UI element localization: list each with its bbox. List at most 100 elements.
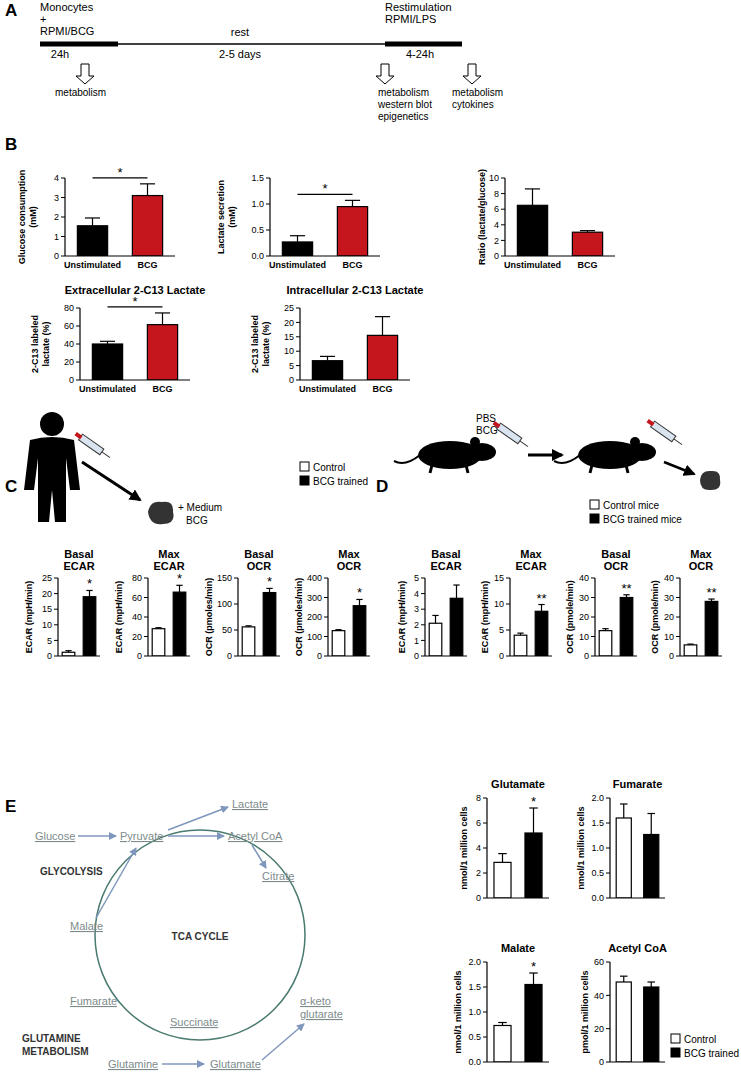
tick-label: 0.0: [251, 251, 264, 261]
error-bar: [320, 356, 335, 360]
label: metabolism: [55, 87, 106, 98]
axis-label: (mM): [227, 206, 237, 228]
chart: 0.00.51.01.52.0Fumaratenmol/1 million ce…: [576, 778, 665, 903]
mouse-leg: [466, 465, 468, 473]
tick-label: 0.0: [468, 1057, 481, 1067]
x-axis: [65, 255, 175, 256]
bar: [535, 611, 548, 656]
tick-label: 2.0: [468, 957, 481, 967]
error-cap: [335, 629, 341, 630]
error-cap: [375, 316, 390, 317]
error-bar: [498, 1023, 507, 1026]
category-label: Unstimulated: [299, 384, 356, 394]
tick-label: 5: [47, 636, 52, 646]
error-cap: [140, 183, 155, 184]
pathway-arrow: [162, 1063, 204, 1065]
legend-label: BCG trained: [313, 476, 368, 487]
chart: 020406080UnstimulatedBCG*Extracellular 2…: [30, 284, 205, 394]
tick-label: 20: [594, 1024, 604, 1034]
bar: [644, 835, 659, 899]
marks: [62, 590, 96, 656]
tick-label: 40: [664, 573, 674, 583]
tick-label: 1.5: [591, 818, 604, 828]
tick-label: 0: [317, 651, 322, 661]
chart: 010203040**BasalOCROCR (pmole/min): [565, 548, 637, 661]
chart-title: Max: [158, 548, 180, 560]
tick-label: 100: [307, 632, 322, 642]
chart: 012345BasalECARECAR (mpH/min): [397, 548, 467, 661]
mouse-leg: [626, 465, 628, 473]
timeline-line: [118, 43, 385, 45]
axis-label: OCR (pmoles/min): [204, 578, 214, 657]
tick-label: 1.0: [591, 843, 604, 853]
tick-label: 150: [217, 573, 232, 583]
bar: [525, 985, 542, 1063]
error-cap: [687, 644, 693, 645]
tick-label: 2: [414, 620, 419, 630]
significance: *: [531, 794, 536, 809]
error-line: [327, 356, 328, 360]
error-cap: [155, 312, 170, 313]
syringe-plunger: [74, 432, 82, 439]
bar: [684, 645, 697, 656]
pathway-arrow: [96, 848, 136, 918]
tick-label: 4: [54, 173, 59, 183]
chart: 050100150*BasalOCROCR (pmoles/min): [204, 548, 280, 661]
chart: 0246810UnstimulatedBCGRatio (lactate/glu…: [477, 169, 615, 270]
x-axis: [328, 655, 370, 656]
bar: [83, 597, 96, 656]
tick-label: 40: [132, 612, 142, 622]
error-cap: [245, 625, 251, 626]
error-cap: [85, 217, 100, 218]
arrow: [76, 64, 94, 84]
marks: [92, 313, 177, 380]
chart-title: Intracellular 2-C13 Lactate: [287, 284, 424, 296]
tick-label: 0.5: [251, 225, 264, 235]
legend: Control miceBCG trained mice: [590, 500, 682, 525]
panel-letter: D: [376, 477, 388, 496]
bar: [353, 606, 366, 656]
chart: 051015**MaxECARECAR (mpH/min): [480, 548, 552, 661]
x-axis: [510, 655, 552, 656]
x-axis: [425, 655, 467, 656]
tick-label: 1: [414, 636, 419, 646]
error-line: [532, 189, 533, 205]
tick-label: 10: [42, 620, 52, 630]
error-bar: [620, 804, 628, 818]
arrow: [376, 64, 394, 84]
error-bar: [620, 976, 628, 982]
y-axis: [57, 578, 58, 656]
tick-label: 10: [579, 632, 589, 642]
syringe-plunger: [646, 419, 654, 426]
axis-label: nmol/1 million cells: [453, 970, 463, 1053]
error-bar: [155, 627, 161, 629]
error-cap: [290, 235, 305, 236]
error-cap: [647, 813, 655, 814]
label: PBS: [476, 413, 496, 424]
legend-label: Control: [684, 1034, 716, 1045]
error-cap: [498, 1022, 507, 1023]
error-line: [651, 814, 652, 835]
tick-label: 0: [289, 375, 294, 385]
mouse-leg: [590, 465, 592, 473]
error-bar: [345, 200, 360, 206]
error-bar: [335, 629, 341, 631]
error-cap: [620, 976, 628, 977]
tick-label: 1.5: [251, 173, 264, 183]
chart-title: Max: [520, 548, 542, 560]
x-axis: [148, 655, 190, 656]
bar: [494, 1026, 511, 1063]
tick-label: 30: [579, 593, 589, 603]
tick-label: 10: [664, 632, 674, 642]
legend-swatch: [300, 462, 309, 471]
error-bar: [529, 808, 538, 833]
bar: [92, 344, 122, 380]
axis-label: lactate (%): [261, 321, 271, 366]
error-bar: [525, 189, 540, 205]
legend-swatch: [300, 476, 309, 485]
tick-label: 0: [584, 651, 589, 661]
tick-label: 2: [54, 212, 59, 222]
significance: *: [117, 165, 122, 180]
tick-label: 40: [594, 991, 604, 1001]
tick-label: 0: [54, 251, 59, 261]
